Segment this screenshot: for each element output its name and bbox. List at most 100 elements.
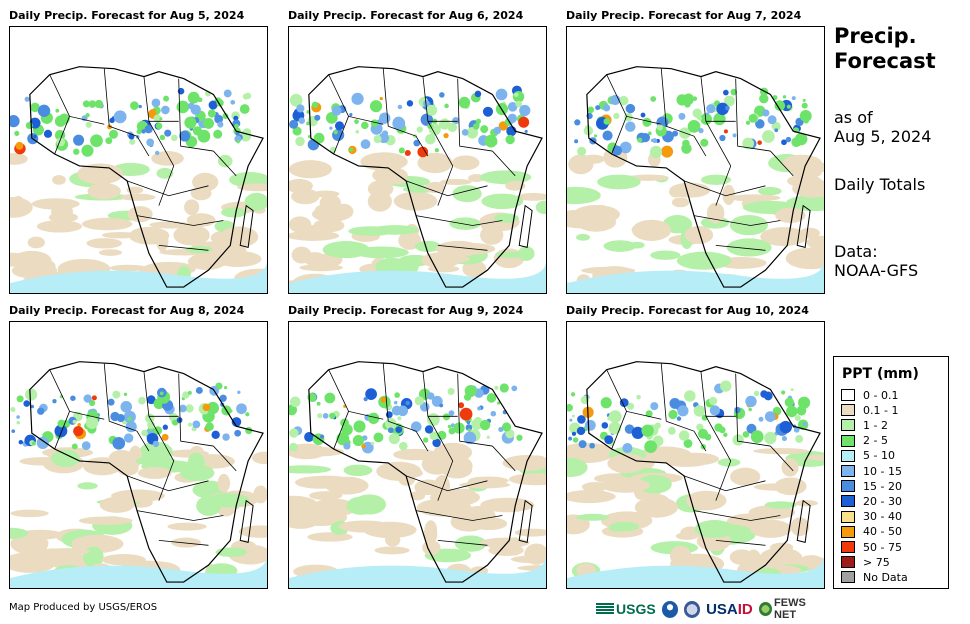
dry-area	[730, 467, 761, 486]
rain-cell	[30, 102, 40, 113]
rain-cell	[81, 441, 91, 451]
rain-cell	[587, 106, 595, 114]
rain-cell	[216, 99, 224, 107]
dry-area	[424, 520, 438, 540]
country-border	[333, 116, 349, 155]
dry-area	[36, 220, 83, 233]
rain-cell	[207, 109, 216, 118]
rain-cell	[574, 139, 579, 144]
dry-area	[760, 227, 808, 247]
dry-area	[244, 192, 267, 211]
rain-cell	[71, 443, 78, 450]
dry-area	[289, 465, 332, 474]
rain-cell	[382, 130, 389, 137]
dry-area	[516, 192, 546, 201]
rain-cell	[678, 430, 690, 441]
dry-area	[717, 458, 741, 467]
rain-cell	[397, 416, 402, 421]
rain-cell	[432, 438, 441, 448]
dry-area	[629, 241, 645, 249]
rain-cell	[723, 95, 735, 107]
rain-cell	[205, 422, 214, 431]
country-border	[158, 539, 209, 546]
rain-cell	[208, 100, 218, 110]
rain-cell	[231, 417, 242, 427]
legend-swatch	[841, 510, 855, 523]
country-border	[437, 244, 488, 251]
rain-cell	[574, 119, 581, 126]
rain-cell	[329, 412, 336, 420]
rain-cell	[705, 112, 710, 116]
forecast-map-3	[566, 26, 825, 294]
rain-cell	[222, 433, 230, 441]
rain-cell	[448, 427, 456, 435]
dry-area	[320, 220, 338, 229]
country-border	[683, 475, 766, 492]
forecast-map-4	[9, 321, 268, 589]
dry-area	[581, 266, 636, 275]
rain-cell	[334, 121, 345, 131]
rain-cell	[155, 122, 163, 130]
dry-area	[748, 505, 796, 520]
rain-cell	[652, 138, 658, 144]
dry-area	[422, 540, 441, 556]
rain-cell	[146, 138, 155, 147]
legend-swatch	[841, 419, 855, 432]
rain-cell	[416, 126, 423, 133]
rain-cell	[568, 436, 573, 441]
ocean-rain-band	[289, 555, 546, 588]
dry-area	[135, 455, 176, 466]
rain-cell	[141, 429, 148, 437]
rain-cell	[125, 421, 137, 433]
rain-cell	[650, 96, 657, 102]
rain-cell	[397, 104, 403, 110]
dry-area	[289, 178, 313, 193]
country-border	[148, 121, 175, 206]
rain-cell	[77, 422, 81, 427]
rain-cell	[467, 428, 471, 432]
country-border	[492, 150, 516, 177]
dry-area	[806, 235, 824, 250]
dry-area	[127, 206, 153, 223]
rain-cell	[336, 432, 350, 446]
rain-cell	[578, 440, 587, 449]
rain-cell	[373, 135, 382, 144]
rain-cell	[608, 410, 622, 423]
ocean-rain-band	[567, 555, 824, 588]
rain-cell	[448, 410, 455, 416]
rain-cell	[631, 426, 644, 439]
legend-item: 50 - 75	[841, 540, 902, 554]
rain-cell	[684, 390, 696, 402]
usgs-logo: USGS	[596, 601, 656, 617]
rain-cell	[576, 426, 586, 436]
daily-totals-label: Daily Totals	[834, 175, 926, 194]
rain-cell	[474, 90, 482, 98]
rain-cell	[159, 391, 164, 396]
rain-cell	[16, 420, 21, 425]
dry-area	[567, 490, 616, 504]
rain-cell	[507, 102, 518, 112]
rain-cell	[242, 93, 249, 100]
dry-area	[524, 543, 546, 565]
rain-cell	[365, 388, 377, 400]
rain-cell	[141, 129, 146, 134]
dry-area	[774, 477, 807, 496]
rain-cell	[709, 405, 721, 416]
rain-cell	[723, 432, 728, 437]
africa-map	[10, 361, 267, 588]
legend-label: 0 - 0.1	[863, 388, 899, 402]
dry-area	[289, 495, 318, 514]
rain-cell	[771, 121, 781, 131]
rain-cell	[414, 396, 424, 406]
dry-area	[393, 191, 438, 211]
rain-cell	[465, 424, 473, 431]
rain-cell	[223, 89, 232, 98]
rain-cell	[329, 126, 333, 130]
dry-area	[215, 547, 248, 558]
rain-cell	[31, 441, 36, 446]
rain-cell	[619, 141, 632, 154]
rain-cell	[30, 404, 35, 409]
rain-cell	[764, 411, 776, 422]
rain-cell	[239, 104, 250, 114]
rain-cell	[495, 88, 508, 101]
